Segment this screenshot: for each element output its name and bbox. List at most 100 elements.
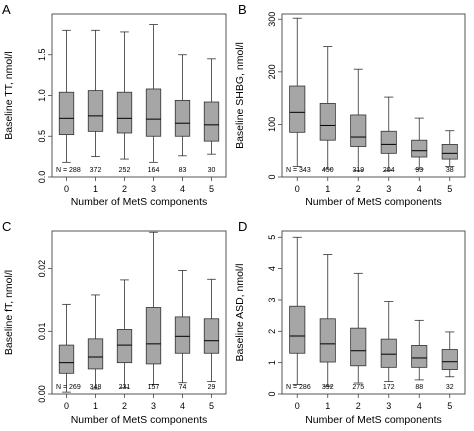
x-tick-label: 4 <box>180 184 185 194</box>
y-tick-label: 100 <box>267 117 277 132</box>
n-label: 372 <box>90 167 102 174</box>
plot-frame <box>51 230 227 395</box>
x-tick-label: 4 <box>180 401 185 411</box>
y-tick-label: 300 <box>267 12 277 27</box>
x-tick-label: 1 <box>325 184 330 194</box>
iqr-box <box>203 318 220 354</box>
n-label: 450 <box>322 167 334 174</box>
y-tick-label: 3 <box>267 297 277 302</box>
y-axis-title: Baseline ASD, nmol/l <box>234 263 246 361</box>
box-group-1 <box>87 294 104 390</box>
n-label: 275 <box>352 384 364 391</box>
n-label: N = 288 <box>56 167 81 174</box>
box-group-2 <box>350 272 367 384</box>
x-tick-label: 1 <box>325 401 330 411</box>
x-tick-label: 3 <box>386 401 391 411</box>
box-group-1 <box>87 29 104 158</box>
panel-d: D 0 1 2 3 4 5 0 1 2 3 4 5 Number of MetS components Ba… <box>234 219 466 426</box>
x-tick-label: 2 <box>122 184 127 194</box>
iqr-box <box>145 307 162 365</box>
panel-b: B 0 100 200 300 0 1 2 3 4 5 Number of MetS componen… <box>234 2 466 208</box>
n-label: 93 <box>415 167 423 174</box>
n-label: 231 <box>119 384 131 391</box>
y-tick-label: 200 <box>267 64 277 79</box>
iqr-box <box>319 318 336 363</box>
n-label: 30 <box>208 167 216 174</box>
box-group-5 <box>203 278 220 382</box>
iqr-box <box>58 91 75 136</box>
x-axis-title: Number of MetS components <box>305 196 442 208</box>
n-label: 74 <box>179 384 187 391</box>
iqr-box <box>87 338 104 370</box>
y-tick-label: 5 <box>267 235 277 240</box>
n-label: 319 <box>352 167 364 174</box>
y-tick-label: 0.5 <box>37 130 47 143</box>
iqr-box <box>441 143 458 160</box>
n-label: N = 343 <box>286 167 311 174</box>
x-tick-label: 3 <box>386 184 391 194</box>
y-tick-label: 0.01 <box>37 323 47 341</box>
x-tick-label: 2 <box>356 184 361 194</box>
box-group-4 <box>174 270 191 384</box>
x-tick-label: 0 <box>295 184 300 194</box>
y-tick-label: 1.0 <box>37 89 47 102</box>
y-tick-label: 0 <box>267 391 277 396</box>
box-group-5 <box>441 331 458 378</box>
n-label: 157 <box>148 384 160 391</box>
y-axis-title: Baseline TT, nmol/l <box>3 51 15 140</box>
y-tick-label: 1.5 <box>37 48 47 61</box>
n-label: N = 269 <box>56 384 81 391</box>
box-group-2 <box>350 68 367 172</box>
n-label: 83 <box>179 167 187 174</box>
iqr-box <box>319 102 336 141</box>
panel-letter: A <box>2 2 11 17</box>
plot-frame <box>51 13 227 178</box>
box-group-4 <box>411 319 428 381</box>
n-label: 348 <box>90 384 102 391</box>
iqr-box <box>174 99 191 137</box>
box-group-0 <box>58 29 75 163</box>
n-label: 38 <box>446 167 454 174</box>
box-group-3 <box>380 301 397 382</box>
x-tick-label: 1 <box>93 184 98 194</box>
x-axis-title: Number of MetS components <box>305 414 442 426</box>
iqr-box <box>411 345 428 368</box>
x-tick-label: 4 <box>417 401 422 411</box>
x-tick-label: 5 <box>447 184 452 194</box>
x-tick-label: 0 <box>64 184 69 194</box>
y-tick-label: 2 <box>267 329 277 334</box>
y-tick-label: 0.00 <box>37 385 47 403</box>
n-label: N = 286 <box>286 384 311 391</box>
n-label: 204 <box>383 167 395 174</box>
box-group-3 <box>145 24 162 163</box>
x-tick-label: 2 <box>356 401 361 411</box>
box-group-0 <box>289 17 306 167</box>
n-label: 164 <box>148 167 160 174</box>
box-group-3 <box>145 231 162 385</box>
y-tick-label: 0 <box>267 174 277 179</box>
box-group-1 <box>319 46 336 170</box>
n-label: 172 <box>383 384 395 391</box>
x-tick-label: 5 <box>209 184 214 194</box>
iqr-box <box>203 101 220 142</box>
y-axis-title: Baseline fT, nmol/l <box>3 270 15 355</box>
iqr-box <box>441 349 458 370</box>
y-tick-label: 0.02 <box>37 260 47 278</box>
iqr-box <box>289 305 306 354</box>
iqr-box <box>411 139 428 158</box>
x-tick-label: 4 <box>417 184 422 194</box>
y-axis-title: Baseline SHBG, nmol/l <box>234 42 246 149</box>
iqr-box <box>58 344 75 374</box>
iqr-box <box>380 338 397 368</box>
n-label: 252 <box>119 167 131 174</box>
box-group-3 <box>380 96 397 172</box>
iqr-box <box>350 114 367 147</box>
x-tick-label: 2 <box>122 401 127 411</box>
n-label: 392 <box>322 384 334 391</box>
box-group-0 <box>289 236 306 385</box>
iqr-box <box>87 90 104 132</box>
y-tick-label: 0.0 <box>37 171 47 184</box>
panel-letter: B <box>238 2 247 17</box>
